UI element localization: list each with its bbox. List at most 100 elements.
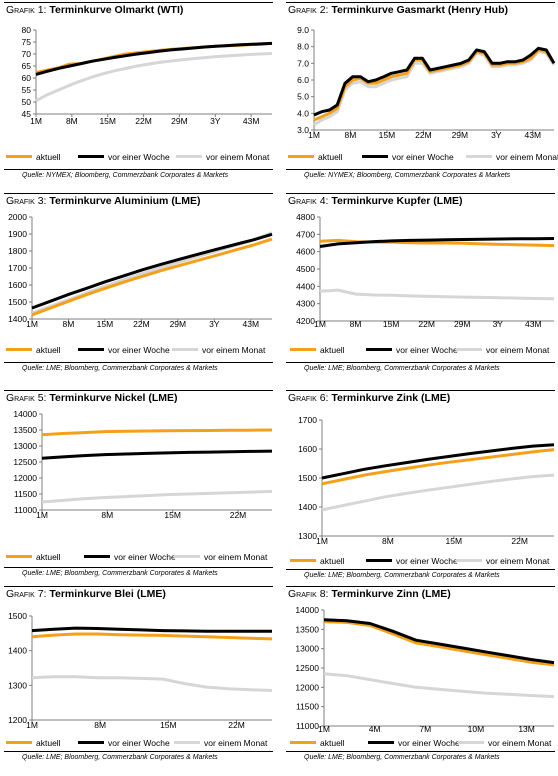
series-line-monat bbox=[313, 50, 556, 127]
chart-plot: 1300 1400 1500 1600 1700 1M 8M 15M 22M bbox=[298, 415, 555, 546]
x-tick-label: 29M bbox=[454, 319, 471, 329]
chart-plot: 45 50 55 60 65 70 75 80 1M 8M 15M 22M 29M 3Y 43M bbox=[22, 25, 273, 126]
y-tick-label: 1500 bbox=[8, 611, 27, 621]
y-tick-label: 11500 bbox=[296, 702, 319, 712]
y-tick-label: 1800 bbox=[8, 246, 27, 256]
series-line-woche bbox=[35, 41, 273, 76]
legend-swatch bbox=[458, 741, 484, 744]
chart-legend: aktuell vor einer Woche vor einem Monat bbox=[4, 345, 273, 357]
y-tick-label: 55 bbox=[22, 85, 32, 95]
x-tick-label: 8M bbox=[66, 116, 78, 126]
x-tick-label: 15M bbox=[99, 116, 116, 126]
legend-label: vor einer Woche bbox=[114, 552, 176, 562]
chart-title: Grafik 6: Terminkurve Zink (LME) bbox=[288, 392, 450, 404]
source-rule bbox=[286, 569, 555, 570]
legend-swatch bbox=[174, 741, 200, 744]
panel-top-rule bbox=[4, 586, 273, 587]
series-line-monat bbox=[41, 489, 273, 504]
y-tick-label: 6.0 bbox=[297, 75, 309, 85]
chart-panel-nickel: Grafik 5: Terminkurve Nickel (LME) 11000 1… bbox=[4, 390, 273, 580]
legend-label: vor einem Monat bbox=[202, 345, 266, 355]
y-tick-label: 4700 bbox=[296, 229, 315, 239]
x-tick-label: 13M bbox=[518, 724, 535, 734]
legend-label: vor einem Monat bbox=[206, 152, 270, 162]
chart-plot: 3.0 4.0 5.0 6.0 7.0 8.0 9.0 1M 8M 15M 22M 29M 3Y 43M bbox=[297, 25, 556, 140]
source-rule bbox=[4, 362, 273, 363]
chart-source: Quelle: NYMEX; Bloomberg, Commerzbank Co… bbox=[304, 172, 511, 179]
chart-plot: 4200 4300 4400 4500 4600 4700 4800 1M 8M 15M 22M 29… bbox=[296, 212, 555, 329]
y-tick-label: 13500 bbox=[13, 425, 37, 435]
chart-source: Quelle: LME; Bloomberg, Commerzbank Corp… bbox=[304, 365, 500, 372]
chart-panel-kupfer: Grafik 4: Terminkurve Kupfer (LME) 4200 43… bbox=[286, 193, 555, 378]
y-tick-label: 12500 bbox=[295, 663, 319, 673]
x-tick-label: 22M bbox=[135, 116, 152, 126]
panel-top-rule bbox=[4, 193, 273, 194]
legend-label: aktuell bbox=[36, 552, 61, 562]
x-tick-label: 7M bbox=[419, 724, 431, 734]
source-rule bbox=[286, 362, 555, 363]
source-rule bbox=[4, 169, 273, 170]
legend-swatch bbox=[78, 155, 104, 158]
legend-label: vor einem Monat bbox=[486, 345, 550, 355]
legend-label: aktuell bbox=[320, 556, 345, 566]
y-tick-label: 1200 bbox=[8, 715, 27, 725]
legend-label: vor einer Woche bbox=[396, 345, 458, 355]
chart-panel-wti: Grafik 1: Terminkurve Olmarkt (WTI) 45 50 5… bbox=[4, 2, 273, 187]
x-tick-label: 1M bbox=[316, 536, 328, 546]
y-tick-label: 1500 bbox=[8, 297, 27, 307]
x-tick-label: 8M bbox=[63, 319, 75, 329]
x-tick-label: 15M bbox=[160, 720, 177, 730]
series-line-woche bbox=[313, 46, 556, 117]
series-line-woche bbox=[41, 449, 273, 460]
x-tick-label: 22M bbox=[415, 130, 432, 140]
legend-label: aktuell bbox=[36, 345, 61, 355]
chart-legend: aktuell vor einer Woche vor einem Monat bbox=[286, 738, 555, 750]
y-tick-label: 12500 bbox=[13, 457, 37, 467]
x-tick-label: 43M bbox=[525, 319, 542, 329]
y-tick-label: 1500 bbox=[298, 473, 317, 483]
x-tick-label: 22M bbox=[230, 510, 247, 520]
y-tick-label: 75 bbox=[22, 37, 32, 47]
y-tick-label: 65 bbox=[22, 61, 32, 71]
chart-title-main: Terminkurve Zinn (LME) bbox=[331, 588, 451, 600]
x-tick-label: 8M bbox=[345, 130, 357, 140]
y-tick-label: 4600 bbox=[296, 247, 315, 257]
chart-legend: aktuell vor einer Woche vor einem Monat bbox=[4, 552, 273, 564]
chart-title-main: Terminkurve Nickel (LME) bbox=[49, 392, 178, 404]
series-line-aktuell bbox=[35, 41, 273, 74]
y-tick-label: 4400 bbox=[296, 281, 315, 291]
series-line-aktuell bbox=[321, 448, 555, 486]
x-tick-label: 29M bbox=[170, 319, 187, 329]
series-line-monat bbox=[35, 52, 273, 103]
legend-swatch bbox=[290, 559, 316, 562]
chart-title-prefix: Grafik 8: bbox=[288, 588, 332, 600]
chart-title-prefix: Grafik 4: bbox=[288, 195, 332, 207]
series-line-aktuell bbox=[31, 632, 273, 641]
panel-top-rule bbox=[286, 390, 555, 391]
chart-title-prefix: Grafik 5: bbox=[6, 392, 50, 404]
legend-label: vor einer Woche bbox=[396, 556, 458, 566]
legend-label: vor einem Monat bbox=[496, 152, 558, 162]
legend-label: aktuell bbox=[36, 738, 61, 748]
y-tick-label: 11000 bbox=[296, 721, 319, 731]
chart-panel-zinn: Grafik 8: Terminkurve Zinn (LME) 11000 115… bbox=[286, 586, 555, 763]
series-line-monat bbox=[31, 675, 273, 692]
x-tick-label: 22M bbox=[511, 536, 528, 546]
y-tick-label: 4800 bbox=[296, 212, 315, 222]
x-tick-label: 1M bbox=[26, 319, 38, 329]
chart-legend: aktuell vor einer Woche vor einem Monat bbox=[4, 738, 273, 750]
chart-title-main: Terminkurve Olmarkt (WTI) bbox=[49, 4, 184, 16]
legend-label: vor einem Monat bbox=[204, 738, 268, 748]
panel-top-rule bbox=[286, 586, 555, 587]
x-tick-label: 15M bbox=[383, 319, 400, 329]
x-tick-label: 22M bbox=[418, 319, 435, 329]
chart-title-prefix: Grafik 6: bbox=[288, 392, 332, 404]
chart-source: Quelle: NYMEX; Bloomberg, Commerzbank Co… bbox=[22, 172, 229, 179]
y-tick-label: 14000 bbox=[13, 409, 37, 419]
y-tick-label: 1300 bbox=[8, 680, 27, 690]
legend-label: aktuell bbox=[36, 152, 61, 162]
legend-swatch bbox=[6, 555, 32, 558]
x-tick-label: 15M bbox=[164, 510, 181, 520]
y-tick-label: 12000 bbox=[13, 473, 37, 483]
x-tick-label: 15M bbox=[446, 536, 463, 546]
